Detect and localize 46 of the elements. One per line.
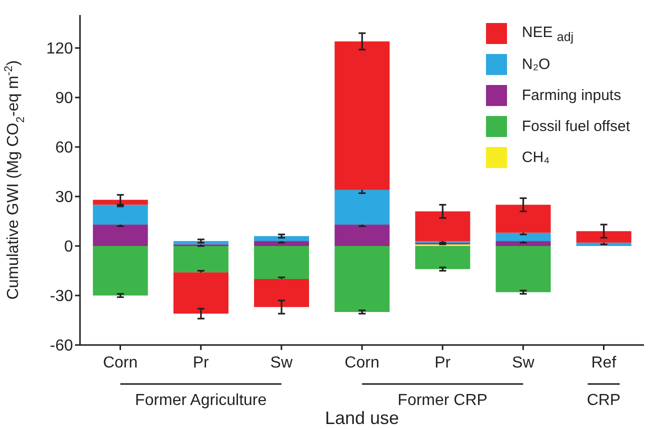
legend-label: N₂O bbox=[522, 56, 550, 73]
x-tick-label: Pr bbox=[192, 354, 210, 372]
y-tick-label: 30 bbox=[55, 189, 74, 206]
bar bbox=[173, 241, 228, 244]
x-tick-label: Corn bbox=[102, 354, 138, 372]
x-tick-label: Corn bbox=[344, 354, 380, 372]
bar bbox=[173, 272, 228, 314]
text: Former CRP bbox=[398, 392, 488, 409]
y-tick-label: -30 bbox=[50, 288, 74, 306]
bar bbox=[173, 246, 228, 272]
y-tick-label: 90 bbox=[55, 90, 74, 108]
bar bbox=[92, 224, 148, 246]
bar bbox=[576, 231, 632, 243]
bar bbox=[496, 246, 551, 292]
y-tick-label: 60 bbox=[55, 140, 74, 157]
bar bbox=[496, 232, 551, 242]
x-axis-title: Land use bbox=[324, 408, 400, 428]
bar bbox=[254, 279, 310, 308]
text: CRP bbox=[586, 392, 621, 409]
x-tick-label: Sw bbox=[270, 354, 293, 372]
bar bbox=[254, 246, 310, 279]
bar bbox=[496, 241, 551, 246]
y-tick-label: -60 bbox=[50, 338, 74, 355]
bar bbox=[92, 246, 148, 296]
text: Former Agriculture bbox=[135, 392, 267, 409]
x-tick-label: Pr bbox=[434, 354, 452, 372]
y-tick-label: 120 bbox=[46, 40, 74, 58]
legend-label: NEE $_{adj}$ bbox=[522, 24, 574, 44]
bar bbox=[334, 246, 390, 312]
bar bbox=[576, 242, 632, 246]
legend-label: Fossil fuel offset bbox=[522, 118, 630, 135]
x-tick-label: Ref bbox=[591, 354, 617, 372]
bar bbox=[92, 204, 148, 225]
y-tick-label: 0 bbox=[64, 238, 74, 256]
bar bbox=[334, 41, 390, 190]
bar bbox=[334, 190, 390, 225]
bar bbox=[92, 200, 148, 205]
bar bbox=[334, 224, 390, 246]
legend-label: Farming inputs bbox=[522, 87, 622, 104]
bar bbox=[496, 204, 551, 233]
bar bbox=[415, 211, 470, 242]
bar bbox=[415, 246, 470, 270]
x-tick-label: Sw bbox=[512, 354, 535, 372]
bar bbox=[254, 236, 310, 242]
legend-label: CH₄ bbox=[522, 149, 550, 166]
bar bbox=[254, 241, 310, 246]
